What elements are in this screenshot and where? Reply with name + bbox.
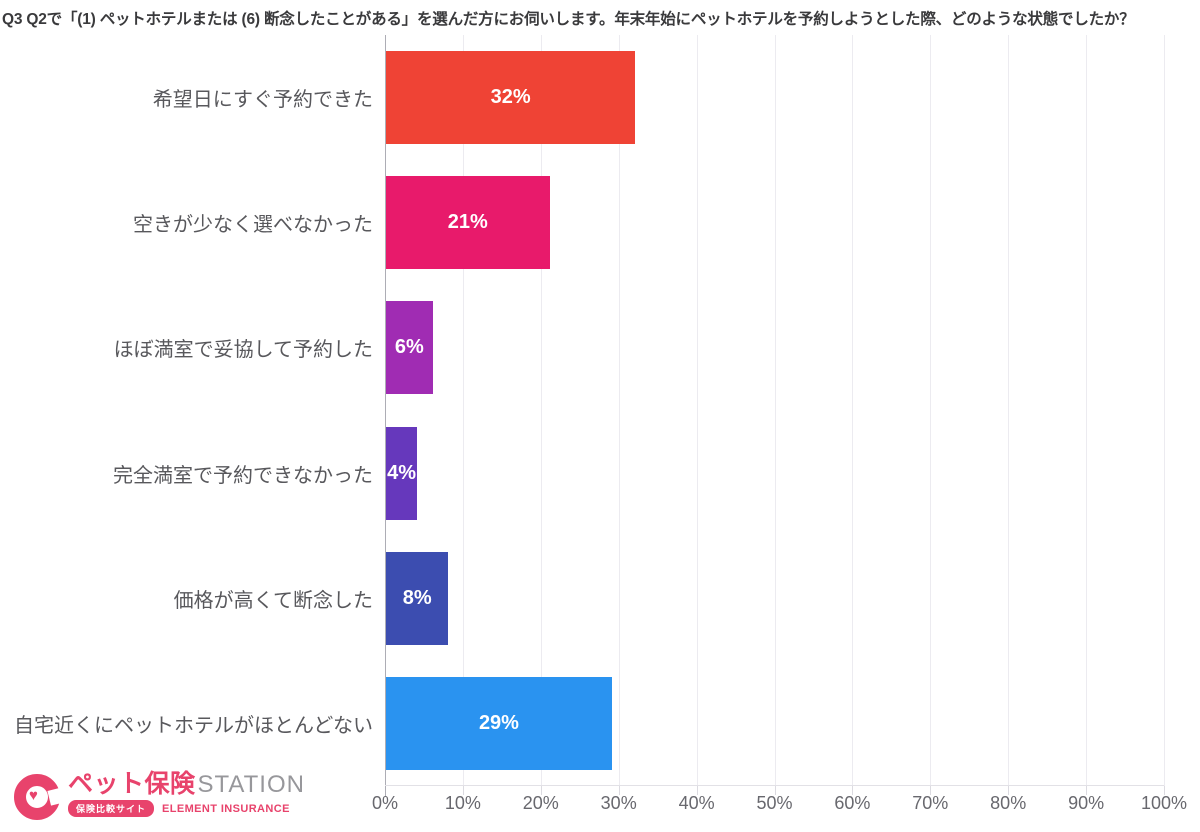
chart-bar: 29% xyxy=(386,676,612,770)
brand-name-en: STATION xyxy=(197,771,305,798)
gridline xyxy=(540,35,542,786)
x-tick-label: 80% xyxy=(990,793,1027,813)
x-tick-label: 100% xyxy=(1140,793,1188,813)
bar-value-label: 4% xyxy=(387,461,417,484)
brand-name-row: ペット保険 STATION xyxy=(68,771,305,798)
brand-text-block: ペット保険 STATION 保険比較サイト ELEMENT INSURANCE xyxy=(68,771,305,817)
brand-company: ELEMENT INSURANCE xyxy=(162,802,290,815)
x-tick-label: 0% xyxy=(371,793,398,813)
brand-sub-row: 保険比較サイト ELEMENT INSURANCE xyxy=(68,800,305,817)
x-axis-line xyxy=(385,785,1164,786)
x-tick-mark xyxy=(1164,786,1165,795)
bar-value-label: 6% xyxy=(394,336,424,359)
x-tick-mark xyxy=(1008,786,1010,795)
bar-value-label: 8% xyxy=(402,586,432,609)
x-tick-label: 10% xyxy=(444,793,481,813)
x-tick-label: 50% xyxy=(756,793,793,813)
brand-badge: 保険比較サイト xyxy=(68,800,155,817)
chart-bar: 21% xyxy=(386,176,550,270)
bar-value-label: 29% xyxy=(478,711,519,734)
gridline xyxy=(852,35,854,786)
brand-logo-icon: ♥ xyxy=(14,774,66,820)
gridline xyxy=(1086,35,1088,786)
gridline xyxy=(930,35,932,786)
x-tick-mark xyxy=(696,786,698,795)
x-tick-mark xyxy=(462,786,464,795)
category-label: 完全満室で予約できなかった xyxy=(113,464,373,487)
plot-area: 32% 21% 6% 4% 8% 29% xyxy=(385,35,1165,797)
x-tick-mark xyxy=(774,786,776,795)
gridline xyxy=(618,35,620,786)
category-label: 希望日にすぐ予約できた xyxy=(152,89,373,112)
gridline xyxy=(462,35,464,786)
chart-bar: 4% xyxy=(386,426,418,520)
y-axis-line xyxy=(385,35,386,797)
chart-bar: 6% xyxy=(386,301,433,395)
x-axis: 0% 10% 20% 30% 40% 50% 60% 70% 80% 90% 100% xyxy=(0,793,1200,823)
category-label: 自宅近くにペットホテルがほとんどない xyxy=(14,714,373,737)
brand-name-jp: ペット保険 xyxy=(68,770,196,798)
heart-icon: ♥ xyxy=(29,787,38,804)
bar-value-label: 21% xyxy=(447,211,488,234)
gridline xyxy=(774,35,776,786)
brand-logo: ♥ ペット保険 STATION 保険比較サイト ELEMENT INSURANC… xyxy=(14,771,305,820)
bar-value-label: 32% xyxy=(490,86,531,109)
category-label: ほぼ満室で妥協して予約した xyxy=(113,339,373,362)
logo-ring-gap xyxy=(47,787,66,806)
chart-bar: 32% xyxy=(386,51,636,145)
x-tick-mark xyxy=(618,786,620,795)
category-axis: 希望日にすぐ予約できた空きが少なく選べなかったほぼ満室で妥協して予約した 完全満室… xyxy=(0,35,373,786)
x-tick-label: 40% xyxy=(678,793,715,813)
gridline xyxy=(1008,35,1010,786)
x-tick-mark xyxy=(540,786,542,795)
x-tick-label: 20% xyxy=(522,793,559,813)
chart-bar: 8% xyxy=(386,551,449,645)
x-tick-label: 30% xyxy=(600,793,637,813)
x-tick-mark xyxy=(852,786,854,795)
x-tick-mark xyxy=(1086,786,1088,795)
chart-title: Q3 Q2で「(1) ペットホテルまたは (6) 断念したことがある」を選んだ方… xyxy=(2,11,1135,28)
x-tick-label: 70% xyxy=(912,793,949,813)
category-label: 価格が高くて断念した xyxy=(173,589,373,612)
gridline xyxy=(1164,35,1165,786)
gridline xyxy=(696,35,698,786)
x-tick-mark xyxy=(930,786,932,795)
category-label: 空きが少なく選べなかった xyxy=(133,214,373,237)
x-tick-label: 90% xyxy=(1068,793,1105,813)
x-tick-label: 60% xyxy=(834,793,871,813)
